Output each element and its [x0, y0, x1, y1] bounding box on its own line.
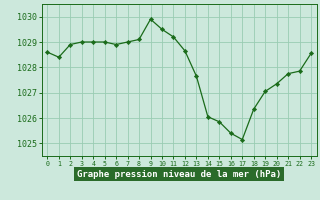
X-axis label: Graphe pression niveau de la mer (hPa): Graphe pression niveau de la mer (hPa) — [77, 170, 281, 179]
